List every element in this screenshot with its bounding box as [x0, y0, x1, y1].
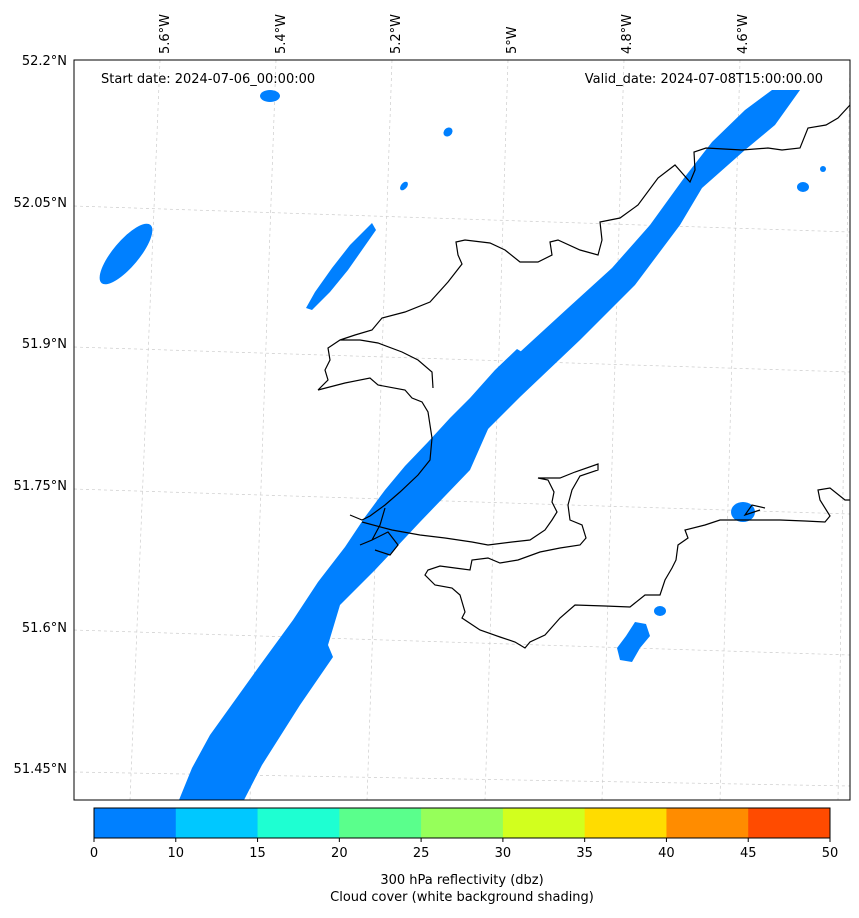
coastline-east-inlet	[743, 504, 766, 517]
colorbar-tick-label: 0	[90, 846, 98, 861]
colorbar-segment	[502, 808, 586, 838]
colorbar-tick-label: 45	[740, 846, 757, 861]
coastlines	[317, 104, 850, 649]
latitude-labels: 52.2°N 52.05°N 51.9°N 51.75°N 51.6°N 51.…	[14, 54, 67, 777]
lon-label-5-6w: 5.6°W	[158, 14, 173, 54]
colorbar-ticks: 0 10 15 20 25 30 35 40 45 50	[90, 838, 838, 861]
colorbar-segment	[257, 808, 340, 838]
meridian-4-8w	[601, 60, 625, 800]
colorbar-tick-label: 25	[413, 846, 430, 861]
colorbar-segment	[748, 808, 831, 838]
meridian-4-6w	[719, 60, 741, 800]
lat-label-51-75n: 51.75°N	[14, 479, 67, 494]
meridian-5w	[484, 60, 509, 800]
tiny-cell-east	[820, 166, 826, 172]
colorbar-label-line1: 300 hPa reflectivity (dbz)	[380, 873, 543, 888]
parallel-51-9n	[74, 346, 850, 373]
narrow-cell-north	[306, 223, 376, 310]
lon-label-5-2w: 5.2°W	[389, 14, 404, 54]
colorbar-tick-label: 10	[168, 846, 185, 861]
colorbar-segment	[666, 808, 749, 838]
bay-cell	[731, 502, 755, 522]
lon-label-4-6w: 4.6°W	[736, 14, 751, 54]
meridian-5-6w	[129, 60, 161, 800]
colorbar-tick-label: 35	[576, 846, 593, 861]
parallel-51-6n	[74, 629, 850, 656]
lon-label-4-8w: 4.8°W	[620, 14, 635, 54]
lon-label-5w: 5°W	[505, 26, 520, 54]
lon-label-5-4w: 5.4°W	[274, 14, 289, 54]
lat-label-52-05n: 52.05°N	[14, 196, 67, 211]
east-speck-cell	[797, 182, 809, 192]
lat-label-51-6n: 51.6°N	[22, 621, 67, 636]
colorbar-segments	[94, 808, 831, 838]
meridian-4-4w	[837, 60, 850, 800]
colorbar-frame	[93, 807, 831, 839]
longitude-labels: 5.6°W 5.4°W 5.2°W 5°W 4.8°W 4.6°W	[158, 14, 751, 54]
colorbar-segment	[584, 808, 667, 838]
colorbar-tick-label: 50	[822, 846, 839, 861]
colorbar-label-line2: Cloud cover (white background shading)	[330, 890, 594, 905]
map-frame	[73, 59, 851, 801]
speck-cell-a	[443, 127, 453, 137]
colorbar-tick-label: 15	[249, 846, 266, 861]
lat-label-51-45n: 51.45°N	[14, 762, 67, 777]
colorbar: 0 10 15 20 25 30 35 40 45 50 300 hPa reflectivity…	[90, 807, 838, 905]
small-south-cell	[654, 606, 666, 616]
lat-label-51-9n: 51.9°N	[22, 337, 67, 352]
coastline-north	[317, 104, 850, 556]
speck-cell-b	[400, 181, 408, 191]
colorbar-segment	[175, 808, 259, 838]
main-reflectivity-band	[179, 349, 522, 800]
south-cell	[617, 622, 650, 662]
small-cell-top	[260, 90, 280, 102]
start-date-label: Start date: 2024-07-06_00:00:00	[101, 72, 315, 87]
eastern-reflectivity-band	[462, 90, 800, 448]
lat-label-52-2n: 52.2°N	[22, 54, 67, 69]
colorbar-segment	[94, 808, 177, 838]
parallel-52-05n	[74, 205, 850, 233]
colorbar-tick-label: 30	[495, 846, 512, 861]
reflectivity-cells	[99, 90, 826, 800]
meridian-5-2w	[366, 60, 393, 800]
colorbar-tick-label: 40	[658, 846, 675, 861]
colorbar-segment	[421, 808, 504, 838]
valid-date-label: Valid_date: 2024-07-08T15:00:00.00	[585, 72, 823, 87]
coastline-south	[361, 463, 850, 649]
colorbar-tick-label: 20	[331, 846, 348, 861]
colorbar-segment	[339, 808, 422, 838]
west-cell	[99, 223, 153, 285]
